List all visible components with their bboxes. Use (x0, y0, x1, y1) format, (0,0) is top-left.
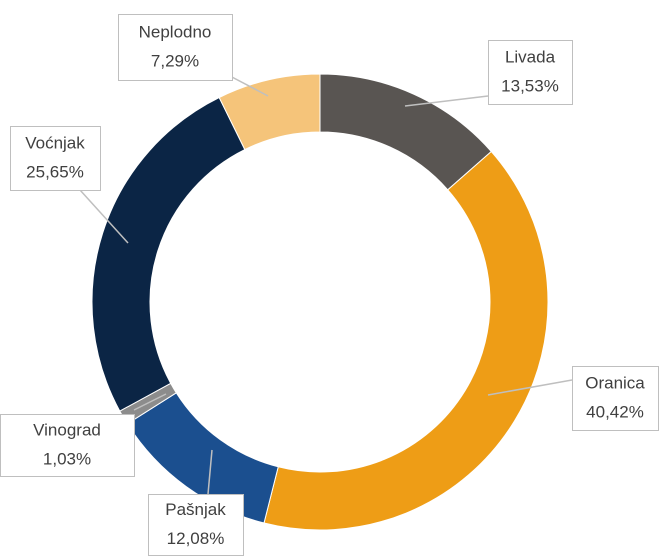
category-label: Livada (505, 47, 556, 66)
value-label: 12,08% (167, 529, 225, 548)
label-box (10, 126, 101, 191)
label-box (572, 366, 659, 431)
donut-slice (91, 96, 246, 412)
value-label: 7,29% (151, 51, 199, 70)
callout-line (404, 95, 489, 107)
label-box (148, 494, 244, 556)
value-label: 40,42% (586, 402, 644, 421)
callout-line (207, 449, 213, 495)
donut-slice (263, 150, 549, 531)
category-label: Neplodno (139, 22, 212, 41)
label-box (0, 414, 135, 477)
label-box (118, 14, 233, 81)
category-label: Oranica (585, 373, 645, 392)
category-label: Vinograd (33, 420, 101, 439)
callout-line (79, 189, 129, 244)
donut-slice (218, 73, 321, 151)
category-label: Pašnjak (165, 500, 226, 519)
category-label: Voćnjak (25, 133, 85, 152)
donut-slice (319, 73, 493, 191)
value-label: 1,03% (43, 449, 91, 468)
callout-line (487, 379, 573, 396)
callout-line (229, 75, 269, 97)
value-label: 25,65% (26, 162, 84, 181)
label-box (488, 40, 573, 105)
callout-line (133, 393, 167, 411)
value-label: 13,53% (501, 76, 559, 95)
